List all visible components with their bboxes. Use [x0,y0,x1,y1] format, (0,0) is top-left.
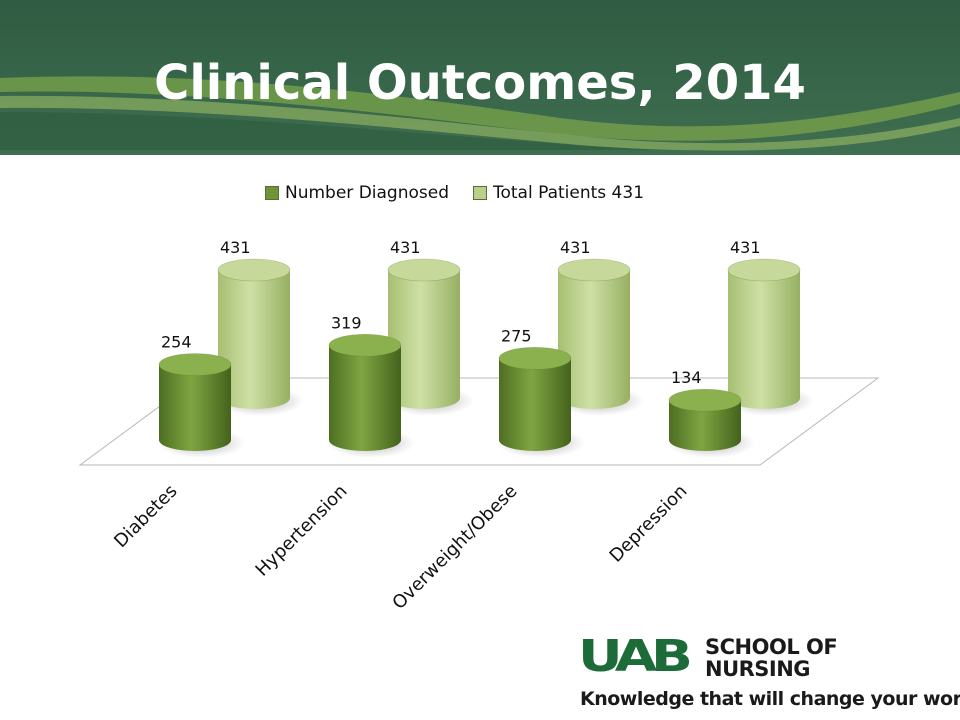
title-banner [0,0,960,155]
school-name: SCHOOL OF NURSING [705,635,838,681]
category-label-0: Diabetes [110,481,181,552]
bar-diagnosed-1 [327,333,415,458]
slide-title: Clinical Outcomes, 2014 [154,55,806,111]
bar-total-2 [556,258,644,416]
uab-logo-mark: UAB [578,631,693,682]
bar-total-1 [386,258,474,416]
data-label-total-1: 431 [390,238,421,257]
chart-legend: Number Diagnosed Total Patients 431 [265,183,644,203]
data-label-diagnosed-2: 275 [501,326,532,345]
legend-label-total: Total Patients 431 [493,183,645,203]
legend-item-diagnosed: Number Diagnosed [265,183,449,203]
category-label-3: Depression [606,481,692,567]
data-label-total-0: 431 [220,238,251,257]
school-line-1: SCHOOL OF [705,635,838,659]
category-label-2: Overweight/Obese [388,481,521,614]
bar-diagnosed-0 [157,353,245,458]
legend-item-total: Total Patients 431 [473,183,644,203]
bar-total-0 [216,258,304,416]
school-line-2: NURSING [705,657,811,681]
bar-total-3 [726,258,814,416]
legend-swatch-diagnosed [265,186,279,200]
legend-swatch-total [473,186,487,200]
uab-nursing-logo: UAB SCHOOL OF NURSING Knowledge that wil… [578,631,960,716]
brand-tagline: Knowledge that will change your world [580,688,960,710]
bar-diagnosed-2 [497,347,585,458]
legend-label-diagnosed: Number Diagnosed [285,183,449,203]
bar-diagnosed-3 [667,388,755,458]
category-label-1: Hypertension [252,481,352,581]
data-label-diagnosed-0: 254 [161,333,192,352]
data-label-diagnosed-1: 319 [331,313,362,332]
data-label-total-3: 431 [730,238,761,257]
data-label-diagnosed-3: 134 [671,368,702,387]
data-label-total-2: 431 [560,238,591,257]
